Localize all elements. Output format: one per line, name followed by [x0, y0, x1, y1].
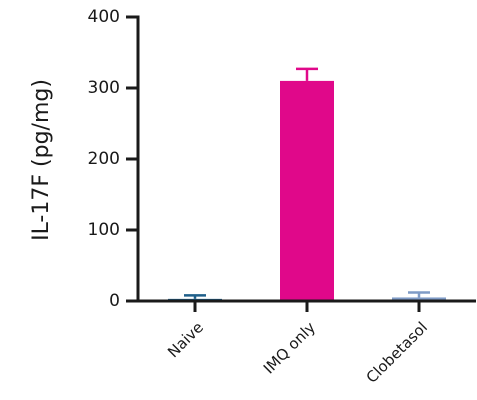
x-category-label: Clobetasol [363, 318, 431, 386]
x-category-label: IMQ only [260, 318, 319, 377]
x-axis-labels: Naive IMQ only Clobetasol [164, 301, 431, 387]
bars-layer [168, 80, 446, 302]
y-tick-label: 400 [88, 7, 120, 27]
y-tick-label: 0 [109, 291, 120, 311]
y-tick-label: 300 [88, 78, 120, 98]
bar [280, 80, 334, 302]
y-tick-label: 100 [88, 220, 120, 240]
y-axis-title-group: IL-17F (pg/mg) [29, 79, 54, 241]
x-category-label: Naive [164, 318, 207, 361]
y-axis-title: IL-17F (pg/mg) [29, 79, 54, 241]
y-tick-label: 200 [88, 149, 120, 169]
error-bars-layer [184, 67, 430, 299]
bar [392, 297, 446, 301]
y-axis-ticks: 0 100 200 300 400 [88, 7, 138, 311]
